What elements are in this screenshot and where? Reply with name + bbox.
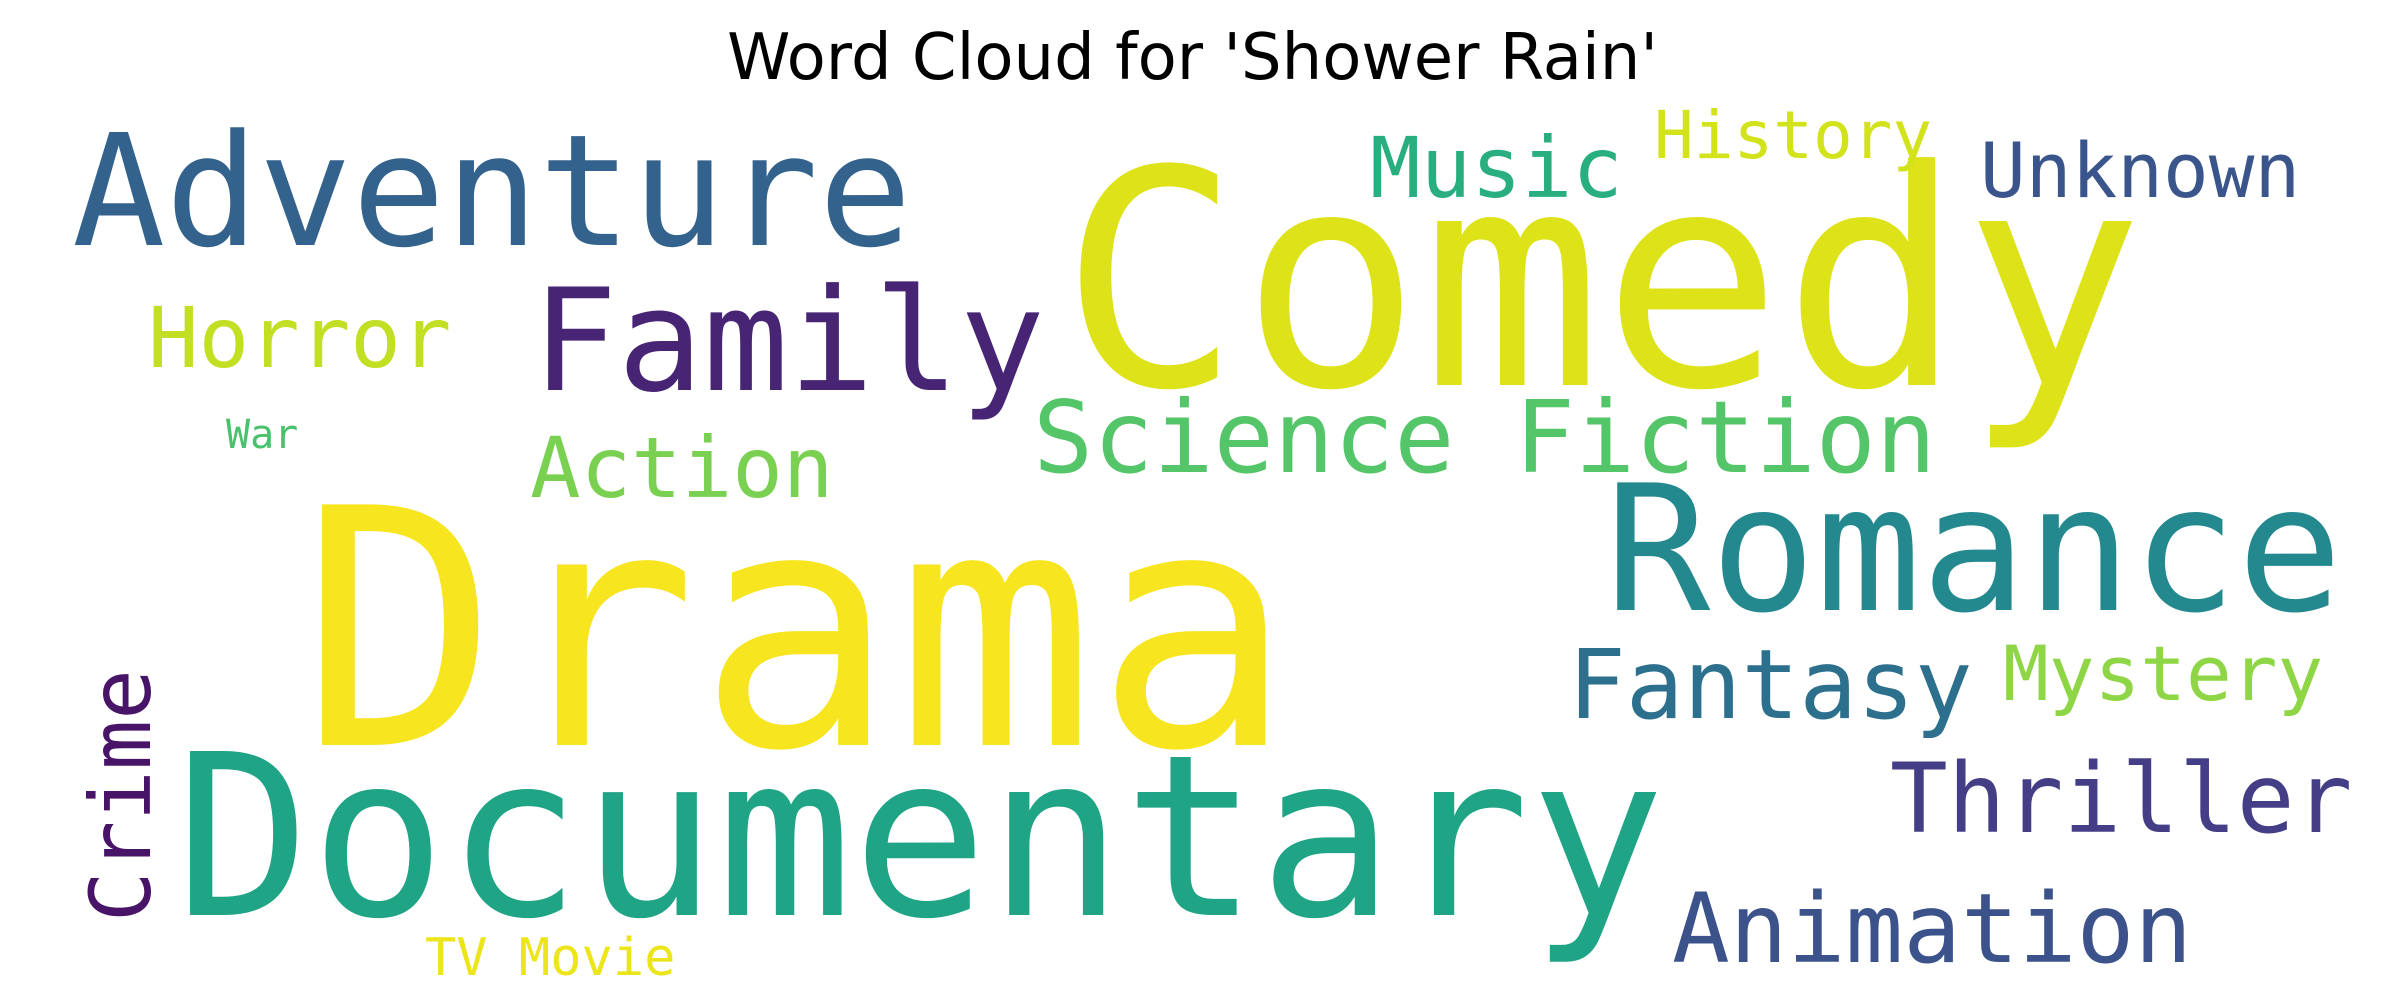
word-action: Action bbox=[530, 419, 833, 517]
word-romance: Romance bbox=[1605, 449, 2343, 652]
word-history: History bbox=[1654, 97, 1932, 174]
word-music: Music bbox=[1370, 119, 1623, 217]
word-documentary: Documentary bbox=[175, 707, 1665, 969]
word-mystery: Mystery bbox=[2003, 629, 2323, 718]
word-comedy: Comedy bbox=[1060, 107, 2144, 456]
word-drama: Drama bbox=[300, 439, 1293, 823]
word-war: War bbox=[226, 412, 298, 458]
word-thriller: Thriller bbox=[1890, 743, 2352, 855]
word-tv-movie: TV Movie bbox=[425, 928, 675, 988]
word-family: Family bbox=[532, 259, 1045, 424]
word-crime: Crime bbox=[72, 669, 170, 922]
word-science-fiction: Science Fiction bbox=[1033, 379, 1936, 496]
word-unknown: Unknown bbox=[1980, 126, 2300, 215]
word-adventure: Adventure bbox=[72, 101, 912, 282]
word-fantasy: Fantasy bbox=[1568, 629, 1973, 741]
word-animation: Animation bbox=[1672, 873, 2192, 985]
word-horror: Horror bbox=[148, 289, 451, 387]
chart-title: Word Cloud for 'Shower Rain' bbox=[727, 21, 1658, 95]
